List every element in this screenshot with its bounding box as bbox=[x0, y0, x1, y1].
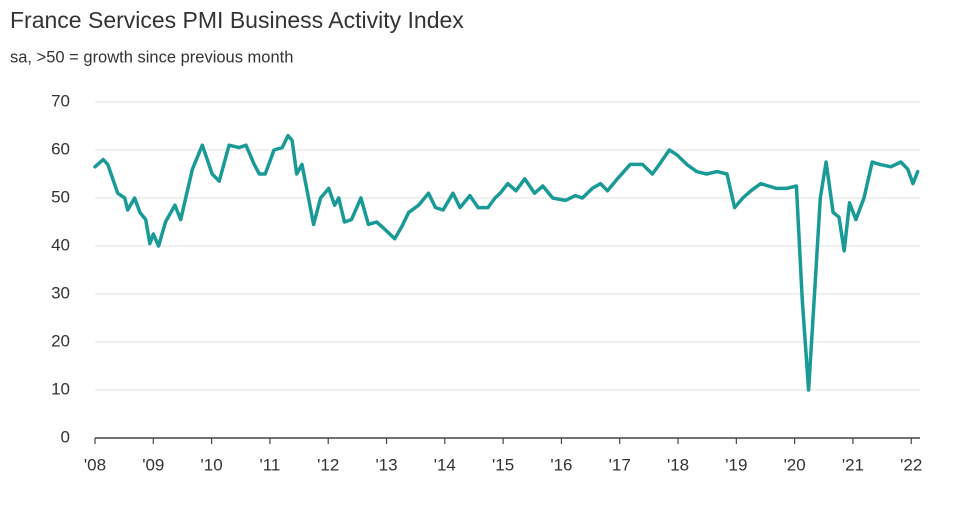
chart-subtitle: sa, >50 = growth since previous month bbox=[10, 48, 293, 66]
y-tick-label: 0 bbox=[61, 427, 70, 446]
y-tick-label: 50 bbox=[51, 187, 70, 206]
x-tick-label: '20 bbox=[784, 455, 806, 474]
x-tick-label: '19 bbox=[725, 455, 747, 474]
x-tick-label: '15 bbox=[492, 455, 514, 474]
x-tick-label: '09 bbox=[142, 455, 164, 474]
x-tick-label: '22 bbox=[900, 455, 922, 474]
y-tick-label: 70 bbox=[51, 91, 70, 110]
y-tick-label: 20 bbox=[51, 331, 70, 350]
y-tick-label: 10 bbox=[51, 379, 70, 398]
x-tick-label: '21 bbox=[842, 455, 864, 474]
y-tick-label: 30 bbox=[51, 283, 70, 302]
x-tick-label: '11 bbox=[259, 455, 280, 474]
chart-title: France Services PMI Business Activity In… bbox=[10, 7, 464, 33]
series-line bbox=[93, 133, 920, 392]
x-tick-label: '12 bbox=[317, 455, 339, 474]
y-tick-label: 60 bbox=[51, 139, 70, 158]
x-tick-label: '18 bbox=[667, 455, 689, 474]
x-tick-label: '14 bbox=[434, 455, 456, 474]
y-tick-label: 40 bbox=[51, 235, 70, 254]
x-tick-label: '08 bbox=[84, 455, 106, 474]
x-tick-label: '10 bbox=[201, 455, 223, 474]
x-tick-label: '16 bbox=[550, 455, 572, 474]
x-tick-label: '17 bbox=[609, 455, 631, 474]
x-tick-label: '13 bbox=[375, 455, 397, 474]
